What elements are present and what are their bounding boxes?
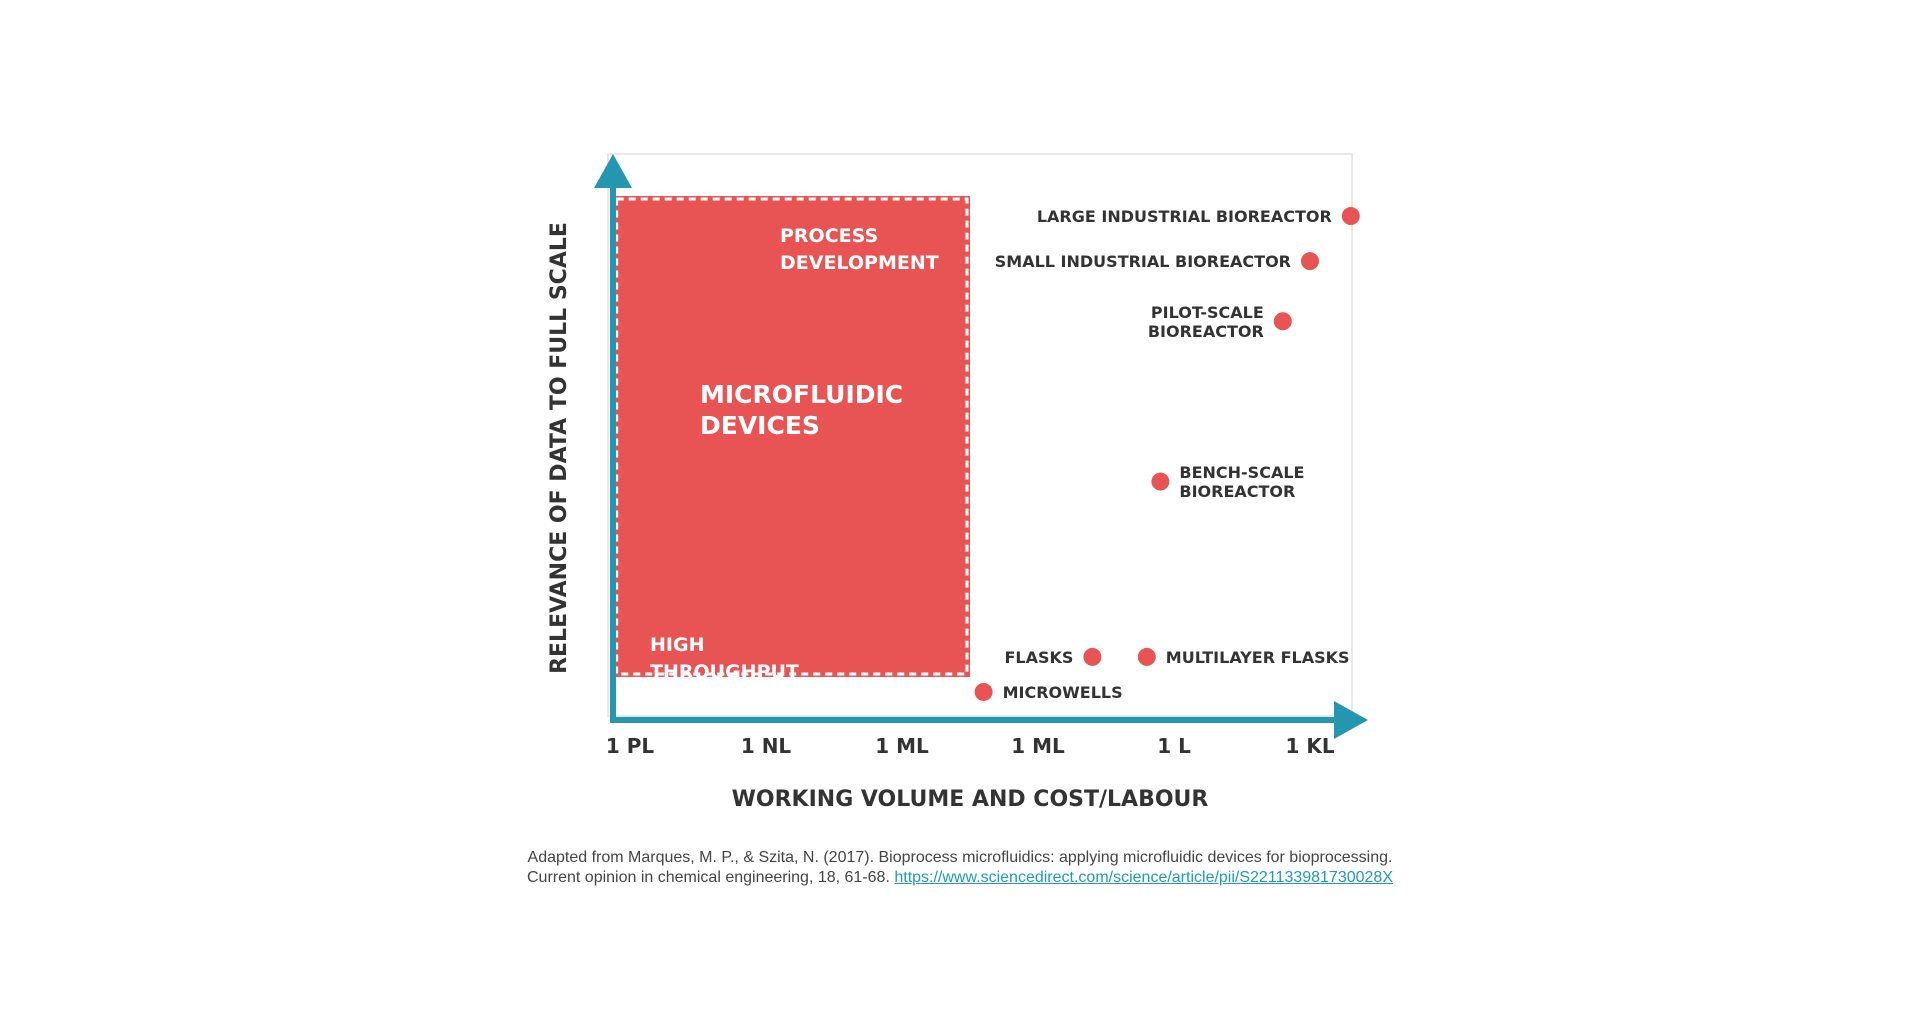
region-top-note-line-1: PROCESS — [780, 225, 878, 247]
region-top-note-line-2: DEVELOPMENT — [780, 252, 939, 274]
point-marker — [1341, 207, 1360, 226]
caption-line-1: Adapted from Marques, M. P., & Szita, N.… — [527, 849, 1393, 866]
point-label: BENCH-SCALE — [1179, 463, 1304, 482]
point-label: MULTILAYER FLASKS — [1166, 648, 1350, 667]
point-label: FLASKS — [1004, 648, 1073, 667]
x-axis-arrowhead — [1334, 701, 1368, 739]
region-dashed-border — [615, 197, 969, 676]
chart-frame — [607, 153, 1353, 717]
region-bottom-note-line-1: HIGH — [650, 634, 704, 656]
x-tick-label: 1 L — [1157, 734, 1191, 758]
point-marker — [1273, 312, 1292, 331]
point-marker — [1301, 252, 1319, 271]
point-marker — [1151, 472, 1170, 491]
x-tick-label: 1 ML — [875, 734, 929, 758]
x-axis-label: WORKING VOLUME AND COST/LABOUR — [732, 787, 1209, 812]
point-marker — [974, 682, 993, 701]
point-marker — [1083, 647, 1102, 666]
source-caption: Adapted from Marques, M. P., & Szita, N.… — [460, 848, 1460, 888]
y-axis-arrowhead — [594, 154, 632, 188]
region-title-line-2: DEVICES — [700, 411, 820, 440]
point-label: SMALL INDUSTRIAL BIOREACTOR — [995, 252, 1291, 271]
y-axis-label: RELEVANCE OF DATA TO FULL SCALE — [547, 222, 572, 674]
x-tick-label: 1 KL — [1285, 734, 1334, 758]
point-label: PILOT-SCALE — [1151, 303, 1264, 322]
x-tick-label: 1 NL — [741, 734, 792, 758]
caption-line-2-text: Current opinion in chemical engineering,… — [527, 869, 890, 886]
x-tick-label: 1 PL — [606, 734, 655, 758]
caption-line-2: Current opinion in chemical engineering,… — [460, 868, 1460, 888]
point-label: LARGE INDUSTRIAL BIOREACTOR — [1037, 207, 1332, 226]
region-title-line-1: MICROFLUIDIC — [700, 380, 903, 409]
point-label: BIOREACTOR — [1179, 482, 1295, 501]
point-label: BIOREACTOR — [1148, 322, 1264, 341]
point-label: MICROWELLS — [1003, 683, 1123, 702]
x-tick-label: 1 ML — [1011, 734, 1065, 758]
source-link[interactable]: https://www.sciencedirect.com/science/ar… — [894, 869, 1393, 886]
point-marker — [1137, 647, 1156, 666]
region-box — [613, 196, 970, 677]
region-bottom-note-line-2: THROUGHPUT — [650, 661, 799, 683]
